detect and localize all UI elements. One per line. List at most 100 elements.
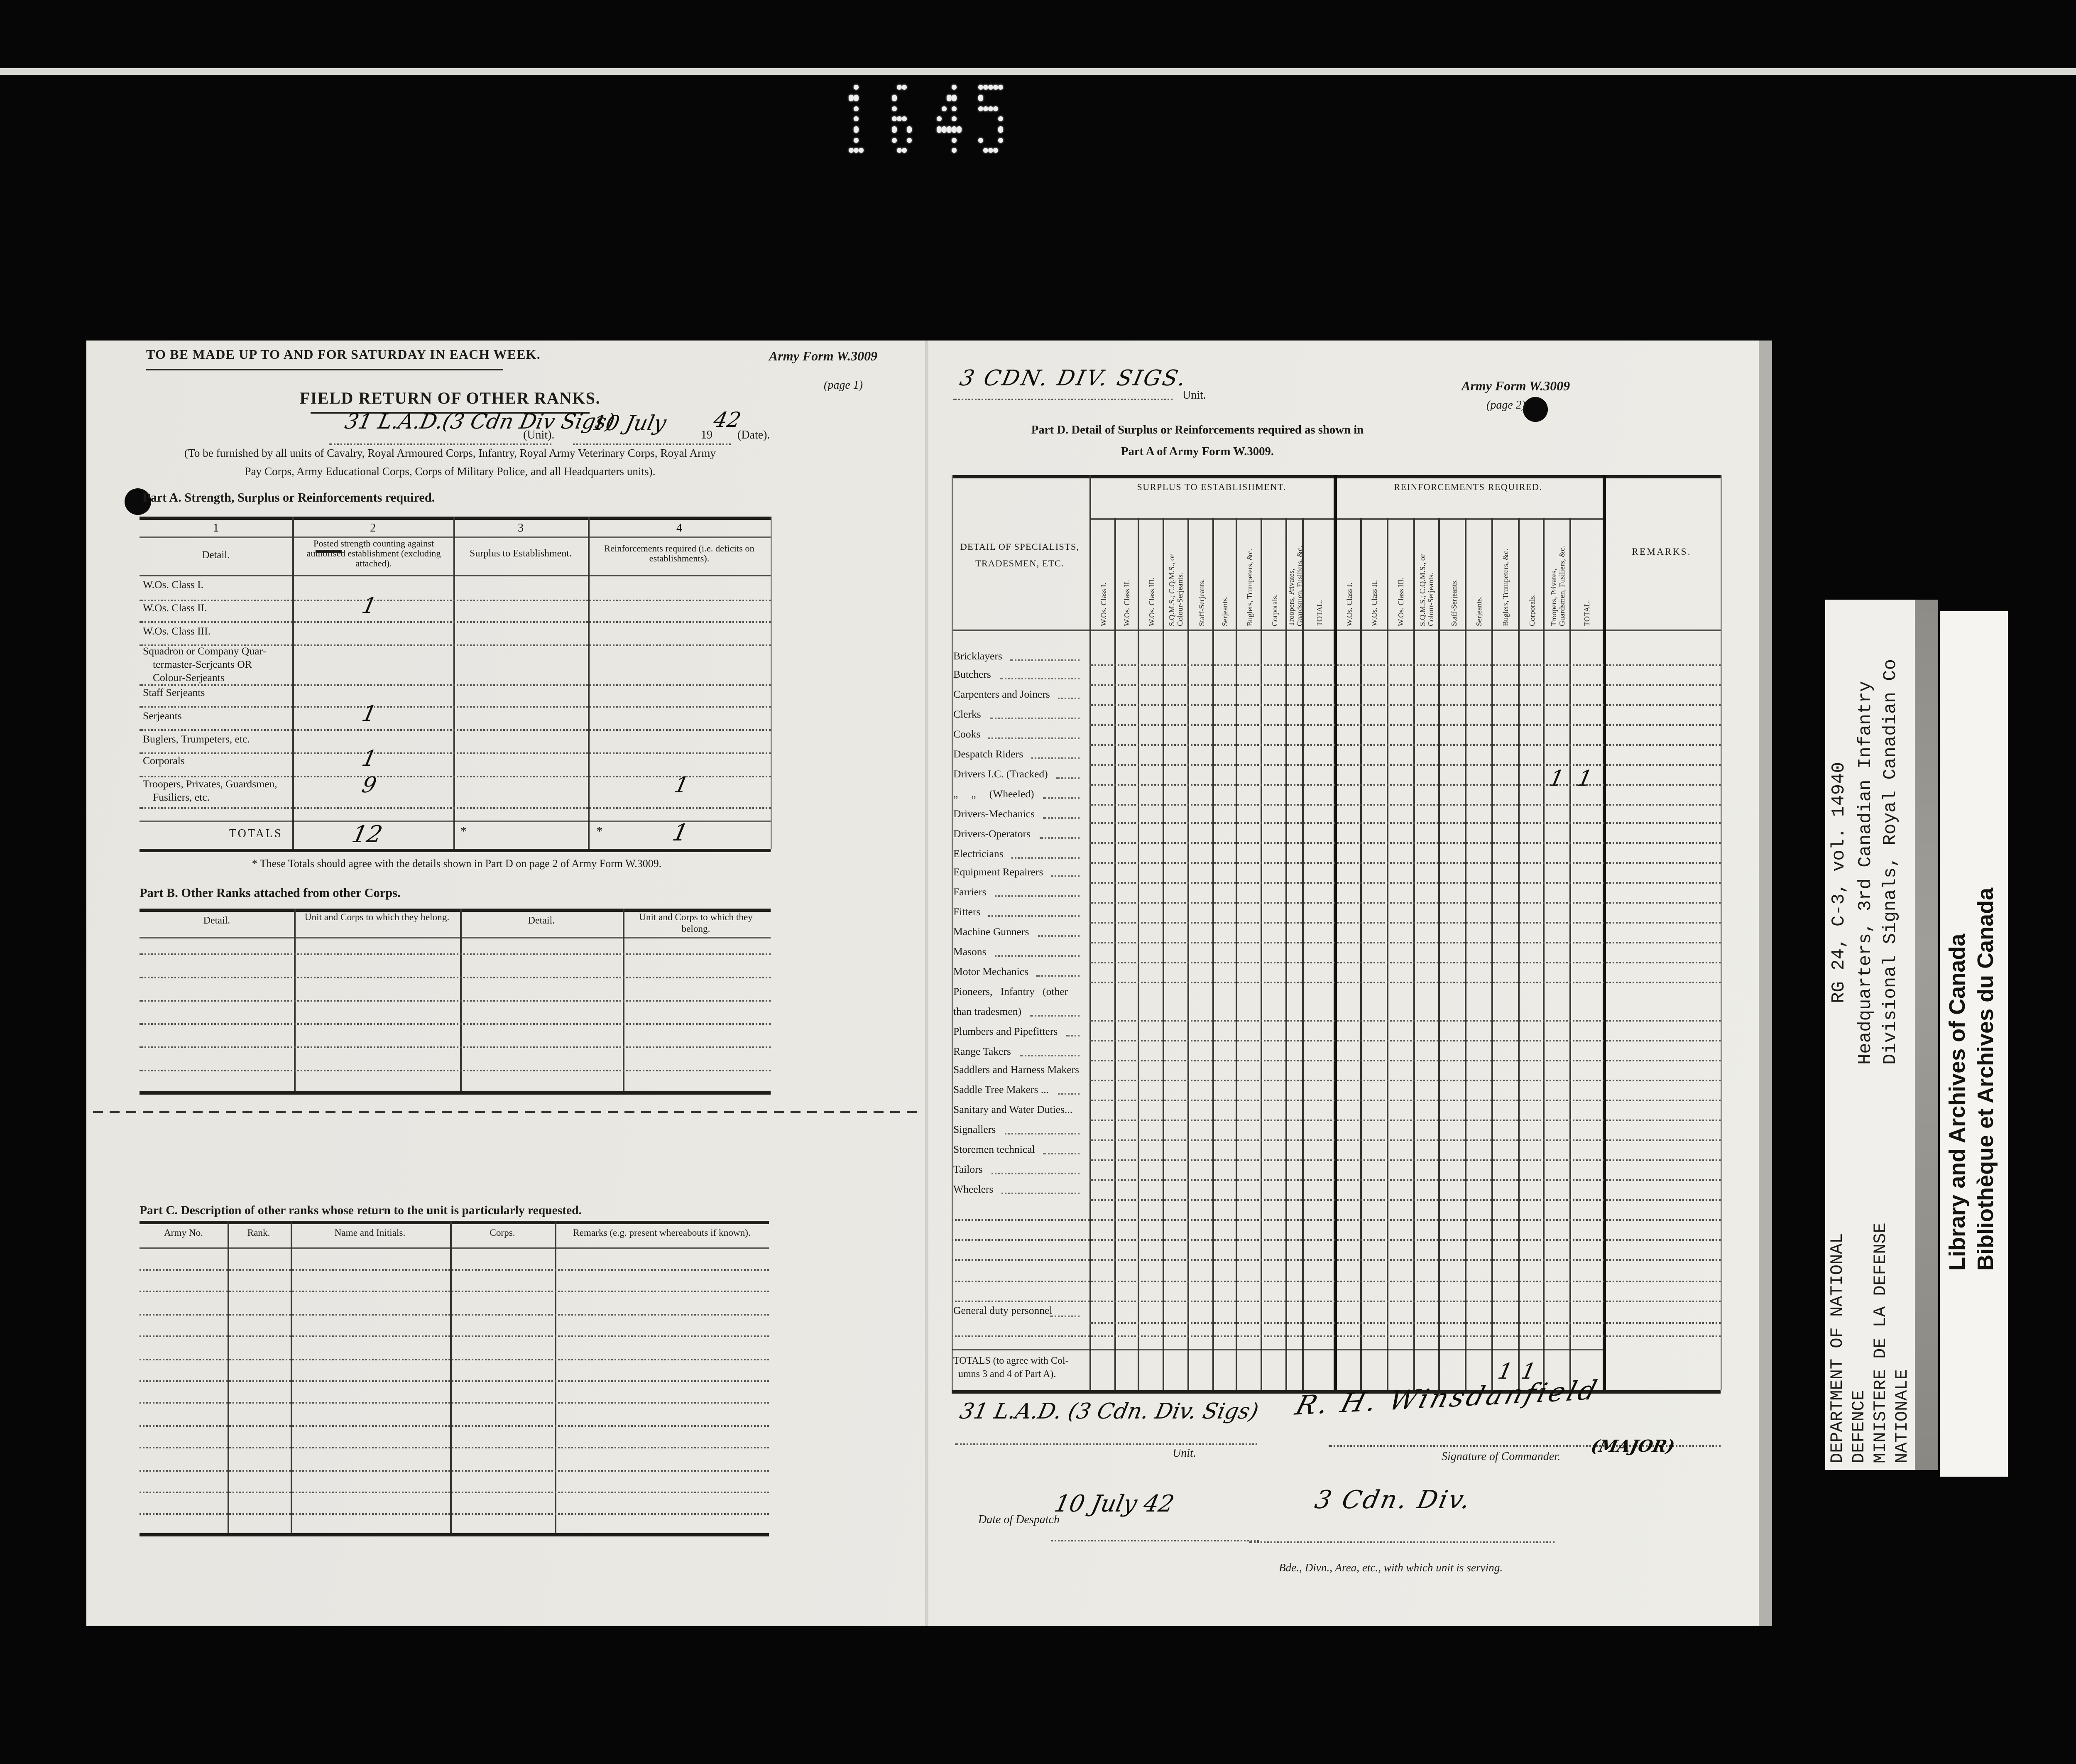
archive-strip-torn-edge <box>1915 600 1938 1470</box>
part-d-row-separator <box>1089 961 1721 963</box>
part-d-left-edge <box>951 475 952 1389</box>
part-d-blank-separator <box>951 1335 1721 1336</box>
trade-label: Masons <box>953 947 987 958</box>
part-d-row-separator <box>1089 1119 1721 1121</box>
trade-label: Motor Mechanics <box>953 966 1029 978</box>
part-b-row-separator <box>140 953 771 955</box>
stamp-dot <box>854 126 859 132</box>
trade-label: Equipment Repairers <box>953 867 1043 880</box>
part-d-title-line2: Part A of Army Form W.3009. <box>1121 445 1274 458</box>
part-d-col-line <box>1138 518 1140 1389</box>
trade-label: Plumbers and Pipefitters <box>953 1026 1058 1038</box>
part-d-col-line <box>1260 518 1262 1389</box>
despatch-dotted <box>1051 1539 1259 1541</box>
part-c-row-separator <box>140 1335 769 1338</box>
footer-unit-dotted <box>955 1443 1257 1444</box>
unit-caption-p2: Unit. <box>1182 389 1206 402</box>
stamp-dot <box>988 105 994 111</box>
part-a-header-posted: Posted strength counting against authori… <box>306 539 441 571</box>
stamp-dot <box>849 147 854 153</box>
surplus-column-header: TOTAL. <box>1315 600 1324 626</box>
stamp-dot <box>892 105 898 111</box>
part-a-total-surplus-star: * <box>460 824 467 839</box>
reinf-column-header: TOTAL. <box>1583 600 1592 626</box>
part-d-col-line <box>1413 518 1414 1389</box>
part-c-bottom-border <box>140 1533 769 1537</box>
reinf-column-header: W.Os. Class III. <box>1397 577 1405 626</box>
part-d-label-col-line <box>1089 475 1091 1389</box>
posted-underline-b <box>316 551 342 553</box>
trade-label: Despatch Riders <box>953 749 1023 761</box>
stamp-dot <box>854 105 859 111</box>
part-a-row-separator <box>140 644 771 645</box>
trade-row: Signallers <box>953 1123 1085 1136</box>
surplus-column-header: W.Os. Class III. <box>1148 577 1156 626</box>
stamp-dot <box>957 126 962 132</box>
leader-dots <box>1010 657 1080 660</box>
part-c-col-line-3 <box>450 1221 452 1535</box>
part-a-row-label: termaster-Serjeants OR <box>153 659 252 671</box>
posted-underline-a <box>316 549 342 551</box>
unit-handwritten-p2: 3 CDN. DIV. SIGS. <box>957 367 1190 392</box>
trade-row: Pioneers, Infantry (other <box>953 985 1085 998</box>
stamp-dot <box>993 147 999 153</box>
date-dotted-line <box>573 443 731 444</box>
page-right-edge <box>1758 341 1772 1626</box>
unit-handwritten-p1: 31 L.A.D.(3 Cdn Div Sigs) <box>343 409 617 434</box>
reinf-column-header: W.Os. Class II. <box>1371 580 1379 626</box>
stamp-dot <box>983 85 989 91</box>
dept-line4: NATIONALE <box>1893 1369 1913 1463</box>
leader-dots <box>1037 933 1080 937</box>
part-b-row-separator <box>140 977 771 978</box>
archive-ref-lines23: Headquarters, 3rd Canadian Infantry Divi… <box>1855 659 1903 1065</box>
part-c-row-separator <box>140 1291 769 1293</box>
part-c-row-separator <box>140 1425 769 1427</box>
part-d-row-separator <box>1089 823 1721 825</box>
part-d-col-line <box>1569 518 1571 1389</box>
trade-label: Signallers <box>953 1125 996 1137</box>
trade-row: Farriers <box>953 886 1085 899</box>
part-d-row-separator <box>1089 1159 1721 1161</box>
part-c-row-separator <box>140 1402 769 1404</box>
trade-label: Farriers <box>953 887 987 899</box>
stamp-dot <box>998 126 1004 132</box>
part-a-header-rule <box>140 574 771 576</box>
part-d-col-line <box>1285 518 1287 1389</box>
stamp-dot <box>902 147 908 153</box>
part-a-row-separator <box>140 684 771 685</box>
part-a-header-detail: Detail. <box>202 550 230 561</box>
stamp-dot <box>854 85 859 91</box>
trade-row: Sanitary and Water Duties... <box>953 1103 1085 1117</box>
part-d-col-line <box>1439 518 1440 1389</box>
stamp-dot <box>854 116 859 122</box>
trade-row: Drivers I.C. (Tracked) <box>953 767 1085 781</box>
part-a-row-separator <box>140 621 771 623</box>
stamp-dot <box>902 85 908 91</box>
part-a-row-label: Corporals <box>143 756 185 767</box>
surplus-column-header: Staff-Serjeants. <box>1197 579 1205 627</box>
stamp-dot <box>854 147 859 153</box>
part-a-row-separator <box>140 775 771 777</box>
part-c-col-line-4 <box>555 1221 556 1535</box>
part-a-row-label: W.Os. Class II. <box>143 603 207 615</box>
stamp-dot <box>854 95 859 101</box>
part-c-header-armyno: Army No. <box>164 1229 203 1239</box>
part-c-row-separator <box>140 1358 769 1360</box>
part-d-row-separator <box>1089 664 1721 666</box>
film-edge-strip <box>0 68 2076 74</box>
general-duty-leader-row <box>1041 1305 1085 1318</box>
part-d-row-separator <box>1089 1198 1721 1200</box>
furnish-note-line1: (To be furnished by all units of Cavalry… <box>184 448 716 460</box>
trade-row: Cooks <box>953 728 1085 741</box>
part-d-totals-line1: TOTALS (to agree with Col- <box>953 1357 1069 1367</box>
part-d-row-separator <box>1089 882 1721 884</box>
part-d-group-divider <box>1334 475 1337 1389</box>
leader-dots <box>1001 1191 1080 1194</box>
part-d-col-line <box>1302 518 1304 1389</box>
part-d-row-separator <box>1089 1080 1721 1082</box>
rank-handwritten: (MAJOR) <box>1589 1438 1676 1457</box>
part-a-row-label: Fusiliers, etc. <box>153 792 210 804</box>
trade-label: Carpenters and Joiners <box>953 690 1050 702</box>
part-d-bottom-border <box>951 1389 1721 1394</box>
